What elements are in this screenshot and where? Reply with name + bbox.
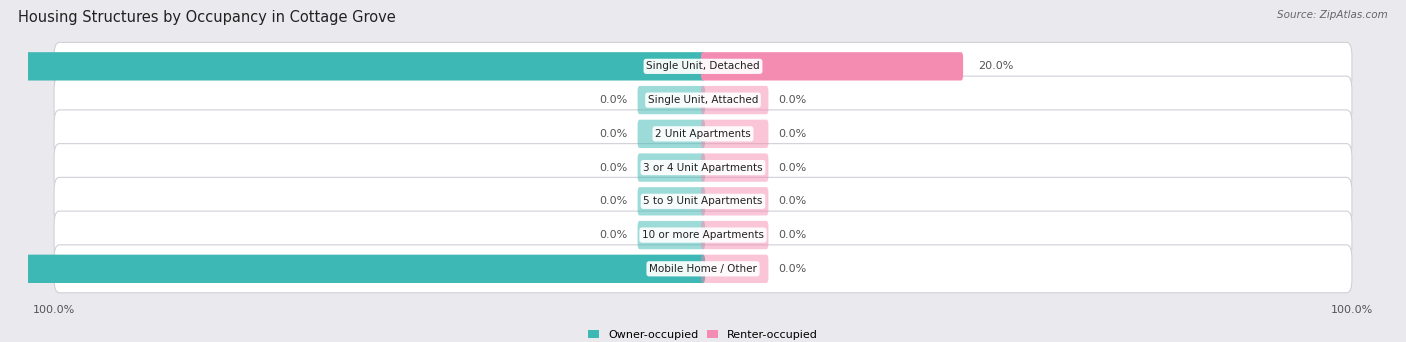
- FancyBboxPatch shape: [0, 52, 704, 80]
- FancyBboxPatch shape: [637, 221, 704, 249]
- Text: 0.0%: 0.0%: [779, 162, 807, 173]
- Text: 20.0%: 20.0%: [979, 61, 1014, 71]
- Text: 0.0%: 0.0%: [779, 129, 807, 139]
- FancyBboxPatch shape: [702, 52, 963, 80]
- FancyBboxPatch shape: [53, 144, 1353, 192]
- Text: 0.0%: 0.0%: [599, 95, 627, 105]
- FancyBboxPatch shape: [53, 245, 1353, 293]
- Text: 0.0%: 0.0%: [599, 230, 627, 240]
- FancyBboxPatch shape: [702, 86, 769, 114]
- FancyBboxPatch shape: [702, 120, 769, 148]
- Text: 0.0%: 0.0%: [599, 196, 627, 206]
- Text: 0.0%: 0.0%: [599, 162, 627, 173]
- Text: 0.0%: 0.0%: [779, 95, 807, 105]
- FancyBboxPatch shape: [53, 42, 1353, 90]
- FancyBboxPatch shape: [702, 154, 769, 182]
- Text: Single Unit, Detached: Single Unit, Detached: [647, 61, 759, 71]
- FancyBboxPatch shape: [637, 154, 704, 182]
- FancyBboxPatch shape: [702, 187, 769, 215]
- Legend: Owner-occupied, Renter-occupied: Owner-occupied, Renter-occupied: [583, 325, 823, 342]
- Text: 10 or more Apartments: 10 or more Apartments: [643, 230, 763, 240]
- Text: 0.0%: 0.0%: [779, 230, 807, 240]
- Text: 0.0%: 0.0%: [599, 129, 627, 139]
- Text: 0.0%: 0.0%: [779, 264, 807, 274]
- Text: 3 or 4 Unit Apartments: 3 or 4 Unit Apartments: [643, 162, 763, 173]
- FancyBboxPatch shape: [702, 221, 769, 249]
- FancyBboxPatch shape: [637, 86, 704, 114]
- Text: Single Unit, Attached: Single Unit, Attached: [648, 95, 758, 105]
- FancyBboxPatch shape: [702, 255, 769, 283]
- Text: 0.0%: 0.0%: [779, 196, 807, 206]
- Text: 2 Unit Apartments: 2 Unit Apartments: [655, 129, 751, 139]
- FancyBboxPatch shape: [637, 120, 704, 148]
- FancyBboxPatch shape: [53, 211, 1353, 259]
- Text: Source: ZipAtlas.com: Source: ZipAtlas.com: [1277, 10, 1388, 20]
- FancyBboxPatch shape: [637, 187, 704, 215]
- FancyBboxPatch shape: [53, 177, 1353, 225]
- FancyBboxPatch shape: [53, 110, 1353, 158]
- Text: Housing Structures by Occupancy in Cottage Grove: Housing Structures by Occupancy in Cotta…: [18, 10, 396, 25]
- FancyBboxPatch shape: [0, 255, 704, 283]
- FancyBboxPatch shape: [53, 76, 1353, 124]
- Text: Mobile Home / Other: Mobile Home / Other: [650, 264, 756, 274]
- Text: 5 to 9 Unit Apartments: 5 to 9 Unit Apartments: [644, 196, 762, 206]
